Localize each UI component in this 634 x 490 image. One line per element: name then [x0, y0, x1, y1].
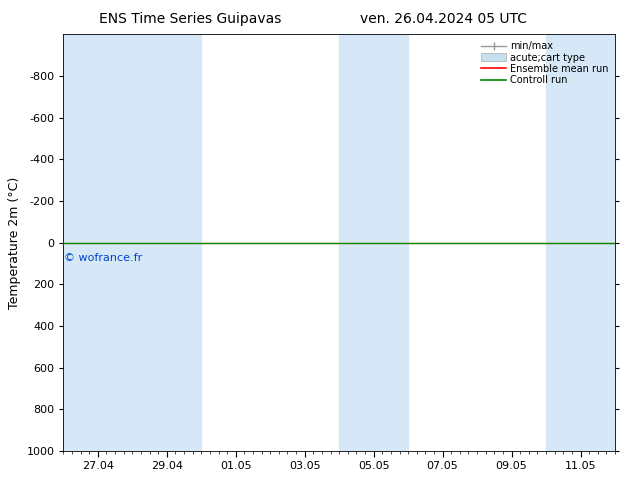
- Legend: min/max, acute;cart type, Ensemble mean run, Controll run: min/max, acute;cart type, Ensemble mean …: [479, 39, 610, 87]
- Text: ven. 26.04.2024 05 UTC: ven. 26.04.2024 05 UTC: [360, 12, 527, 26]
- Bar: [546, 34, 615, 451]
- Bar: [339, 34, 408, 451]
- Bar: [133, 34, 202, 451]
- Bar: [63, 34, 133, 451]
- Y-axis label: Temperature 2m (°C): Temperature 2m (°C): [8, 176, 21, 309]
- Text: © wofrance.fr: © wofrance.fr: [64, 253, 143, 263]
- Text: ENS Time Series Guipavas: ENS Time Series Guipavas: [99, 12, 281, 26]
